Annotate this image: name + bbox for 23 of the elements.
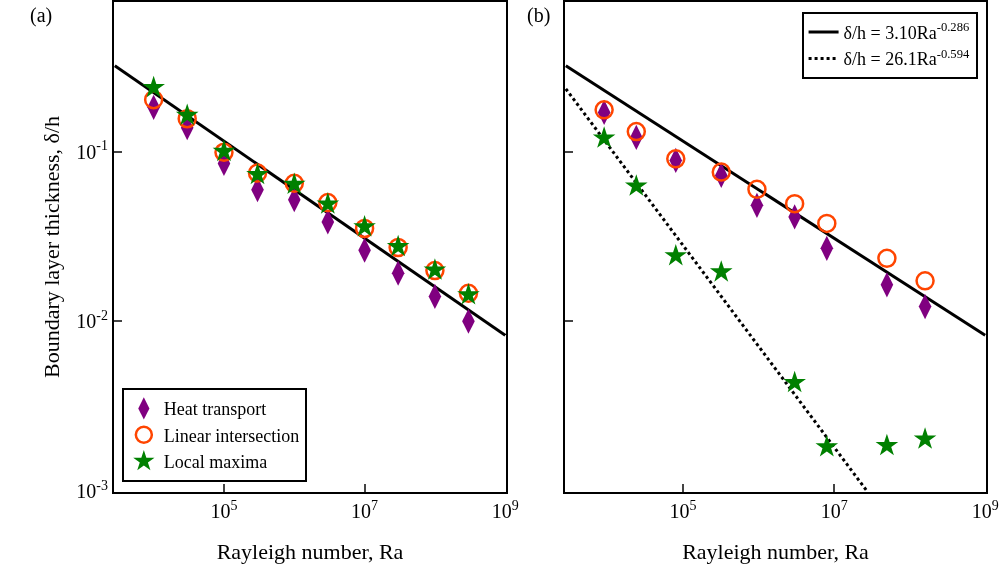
x-tick-label: 10$^{9}$: [491, 497, 519, 522]
x-tick-label: 10$^{7}$: [351, 497, 379, 522]
x-tick-label: 10$^{7}$: [820, 497, 848, 522]
text: (b): [527, 4, 551, 27]
text: (a): [30, 4, 53, 27]
legend-label: Local maxima: [163, 452, 268, 473]
point: [143, 89, 164, 110]
point: [175, 103, 199, 126]
y-tick-label: 10$^{-2}$: [76, 307, 108, 333]
legend-label: Heat transport: [163, 399, 267, 420]
x-axis-title: Rayleigh number, Ra: [216, 539, 404, 564]
x-tick-label: 10$^{9}$: [971, 497, 999, 522]
point: [142, 75, 165, 98]
legend-label: δ/h = 3.10Ra$^{-0.286}$: [843, 20, 970, 44]
point: [177, 108, 197, 129]
y-axis-title: Boundary layer thickness, δ/h: [39, 115, 64, 379]
legend-label: δ/h = 26.1Ra$^{-0.594}$: [843, 46, 970, 70]
y-tick-label: 10$^{-3}$: [76, 477, 108, 503]
y-tick-label: 10$^{-1}$: [76, 138, 108, 163]
legend-label: Linear intersection: [163, 425, 300, 446]
x-tick-label: 10$^{5}$: [669, 497, 697, 522]
x-tick-label: 10$^{5}$: [210, 497, 238, 522]
x-axis-title: Rayleigh number, Ra: [682, 539, 870, 564]
